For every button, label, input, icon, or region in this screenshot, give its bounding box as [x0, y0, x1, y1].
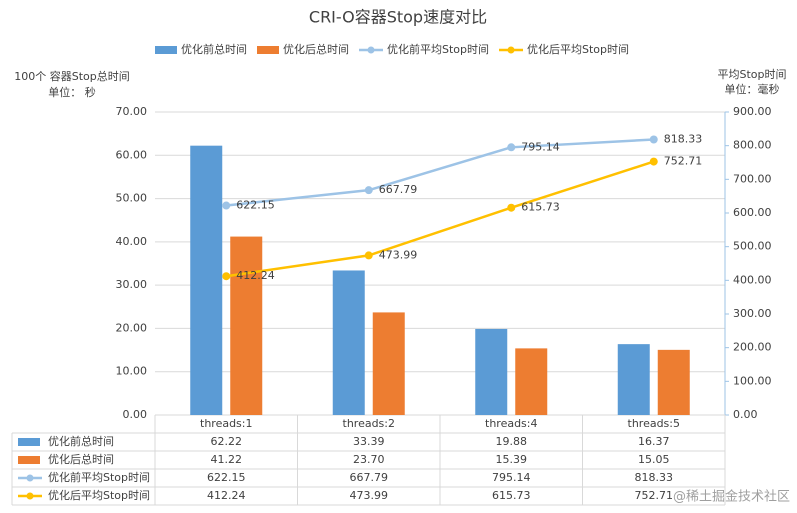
chart-title: CRI-O容器Stop速度对比: [309, 8, 487, 27]
y2-axis-title: 平均Stop时间: [717, 68, 786, 81]
x-tick-label: threads:4: [485, 417, 538, 430]
bar: [515, 348, 548, 415]
y-tick-label: 50.00: [116, 192, 148, 205]
y-tick-label: 70.00: [116, 105, 148, 118]
legend-label: 优化后总时间: [283, 42, 349, 56]
y2-tick-label: 200.00: [733, 341, 772, 354]
point: [649, 135, 658, 144]
table-cell: 15.39: [496, 453, 528, 466]
y-tick-label: 20.00: [116, 321, 148, 334]
legend-key: [367, 46, 375, 54]
y-tick-label: 40.00: [116, 235, 148, 248]
y2-tick-label: 0.00: [733, 408, 758, 421]
y2-tick-label: 600.00: [733, 206, 772, 219]
point: [507, 203, 516, 212]
data-label: 412.24: [236, 269, 275, 282]
bar: [617, 344, 650, 415]
legend-label: 优化前平均Stop时间: [387, 42, 489, 56]
y-axis-unit: 单位： 秒: [48, 85, 96, 99]
watermark: @稀土掘金技术社区: [673, 489, 790, 505]
table-cell: 23.70: [353, 453, 385, 466]
x-tick-label: threads:2: [343, 417, 396, 430]
table-cell: 41.22: [211, 453, 243, 466]
data-label: 752.71: [664, 155, 703, 168]
table-cell: 62.22: [211, 435, 243, 448]
point: [649, 157, 658, 166]
legend-key: [257, 46, 279, 54]
legend-label: 优化前总时间: [181, 42, 247, 56]
data-label: 795.14: [521, 140, 560, 153]
table-row-label: 优化前平均Stop时间: [48, 470, 150, 484]
table-cell: 19.88: [496, 435, 528, 448]
point: [222, 201, 231, 210]
point: [222, 272, 231, 281]
bar: [332, 270, 365, 415]
bar: [475, 328, 508, 415]
x-tick-label: threads:1: [200, 417, 253, 430]
y2-tick-label: 400.00: [733, 273, 772, 286]
y2-tick-label: 100.00: [733, 374, 772, 387]
y-tick-label: 60.00: [116, 148, 148, 161]
point: [364, 251, 373, 260]
table-legend-key: [18, 438, 40, 446]
table-legend-key: [26, 492, 34, 500]
line: [226, 160, 655, 278]
y2-tick-label: 500.00: [733, 240, 772, 253]
y-tick-label: 0.00: [123, 408, 148, 421]
bar: [372, 312, 405, 415]
line: [226, 138, 654, 207]
table-cell: 33.39: [353, 435, 385, 448]
y-tick-label: 30.00: [116, 278, 148, 291]
table-cell: 412.24: [207, 489, 246, 502]
table-cell: 622.15: [207, 471, 246, 484]
table-cell: 752.71: [635, 489, 674, 502]
y-tick-label: 10.00: [116, 365, 148, 378]
x-tick-label: threads:5: [628, 417, 681, 430]
y2-tick-label: 300.00: [733, 307, 772, 320]
legend-key: [507, 46, 515, 54]
legend-key: [155, 46, 177, 54]
table-row-label: 优化前总时间: [48, 434, 114, 448]
bar: [657, 349, 690, 415]
table-cell: 16.37: [638, 435, 670, 448]
data-label: 667.79: [379, 183, 418, 196]
y2-axis-unit: 单位：毫秒: [725, 82, 780, 96]
table-cell: 615.73: [492, 489, 531, 502]
data-label: 818.33: [664, 132, 703, 145]
y2-tick-label: 900.00: [733, 105, 772, 118]
data-label: 615.73: [521, 201, 560, 214]
bar: [190, 145, 223, 416]
bar: [230, 236, 263, 415]
table-legend-key: [18, 456, 40, 464]
table-cell: 795.14: [492, 471, 531, 484]
data-label: 622.15: [236, 199, 275, 212]
table-legend-key: [26, 474, 34, 482]
data-label: 473.99: [379, 248, 418, 261]
table-cell: 818.33: [635, 471, 674, 484]
table-cell: 667.79: [350, 471, 389, 484]
point: [364, 186, 373, 195]
point: [507, 143, 516, 152]
table-cell: 15.05: [638, 453, 670, 466]
table-cell: 473.99: [350, 489, 389, 502]
table-row-label: 优化后总时间: [48, 452, 114, 466]
y2-tick-label: 700.00: [733, 172, 772, 185]
y2-tick-label: 800.00: [733, 139, 772, 152]
table-row-label: 优化后平均Stop时间: [48, 488, 150, 502]
y-axis-title: 100个 容器Stop总时间: [14, 69, 130, 83]
legend-label: 优化后平均Stop时间: [527, 42, 629, 56]
